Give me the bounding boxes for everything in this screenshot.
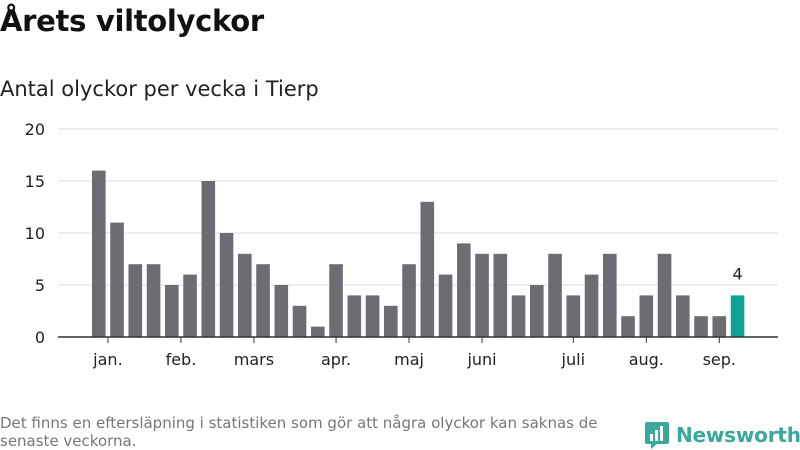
x-tick-label: jan.	[92, 350, 122, 369]
x-tick-label: sep.	[703, 350, 736, 369]
bar	[165, 285, 179, 337]
y-tick-label: 15	[25, 172, 45, 191]
chart-title: Årets viltolyckor	[0, 4, 264, 38]
bar	[475, 253, 489, 337]
bar	[584, 274, 599, 337]
bar	[657, 253, 672, 337]
bar	[676, 295, 690, 337]
bar	[402, 264, 416, 337]
y-tick-label: 10	[25, 224, 45, 243]
bar	[347, 295, 362, 337]
bar	[548, 253, 562, 337]
bar	[511, 295, 526, 337]
bar	[603, 253, 617, 337]
x-tick-label: maj	[394, 350, 424, 369]
x-axis-ticks: jan. feb. mars apr. maj juni juli aug. sep.	[92, 337, 736, 369]
y-tick-label: 0	[35, 328, 45, 347]
bar	[238, 253, 252, 337]
bar	[420, 201, 435, 337]
x-tick-label: feb.	[166, 350, 197, 369]
bar	[457, 243, 471, 337]
x-tick-label: juli	[561, 350, 585, 369]
bar	[493, 253, 508, 337]
bar	[329, 264, 343, 337]
footnote: Det finns en eftersläpning i statistiken…	[0, 414, 598, 450]
chart-subtitle: Antal olyckor per vecka i Tierp	[0, 77, 319, 101]
bar	[694, 316, 708, 337]
bar	[712, 316, 727, 337]
bar	[219, 233, 234, 337]
bar	[365, 295, 380, 337]
bar-chart: 0 5 10 15 20 jan. feb. mars apr. maj juni juli aug.…	[25, 120, 778, 369]
bar	[128, 264, 143, 337]
highlight-value-label: 4	[732, 264, 742, 283]
bar	[110, 222, 124, 337]
x-tick-label: juni	[466, 350, 496, 369]
bar	[621, 316, 635, 337]
bar	[292, 305, 307, 337]
bar	[183, 274, 197, 337]
bar	[438, 274, 453, 337]
bars	[92, 170, 745, 337]
bar	[639, 295, 654, 337]
bar	[201, 181, 216, 337]
bar	[274, 285, 289, 337]
y-tick-label: 20	[25, 120, 45, 139]
bar	[384, 305, 398, 337]
bar	[566, 295, 581, 337]
brand-name: Newsworthy	[676, 423, 800, 447]
bar	[311, 326, 325, 337]
bar	[256, 264, 270, 337]
bar	[92, 170, 106, 337]
newsworthy-logo-icon	[645, 422, 669, 449]
x-tick-label: apr.	[321, 350, 351, 369]
x-tick-label: aug.	[629, 350, 664, 369]
y-tick-label: 5	[35, 276, 45, 295]
x-tick-label: mars	[234, 350, 274, 369]
bar	[730, 295, 745, 337]
brand-logo[interactable]: Newsworthy	[644, 420, 800, 450]
bar	[530, 285, 544, 337]
bar	[146, 264, 161, 337]
y-axis-ticks: 0 5 10 15 20	[25, 120, 45, 347]
data-labels: 4	[732, 264, 742, 283]
